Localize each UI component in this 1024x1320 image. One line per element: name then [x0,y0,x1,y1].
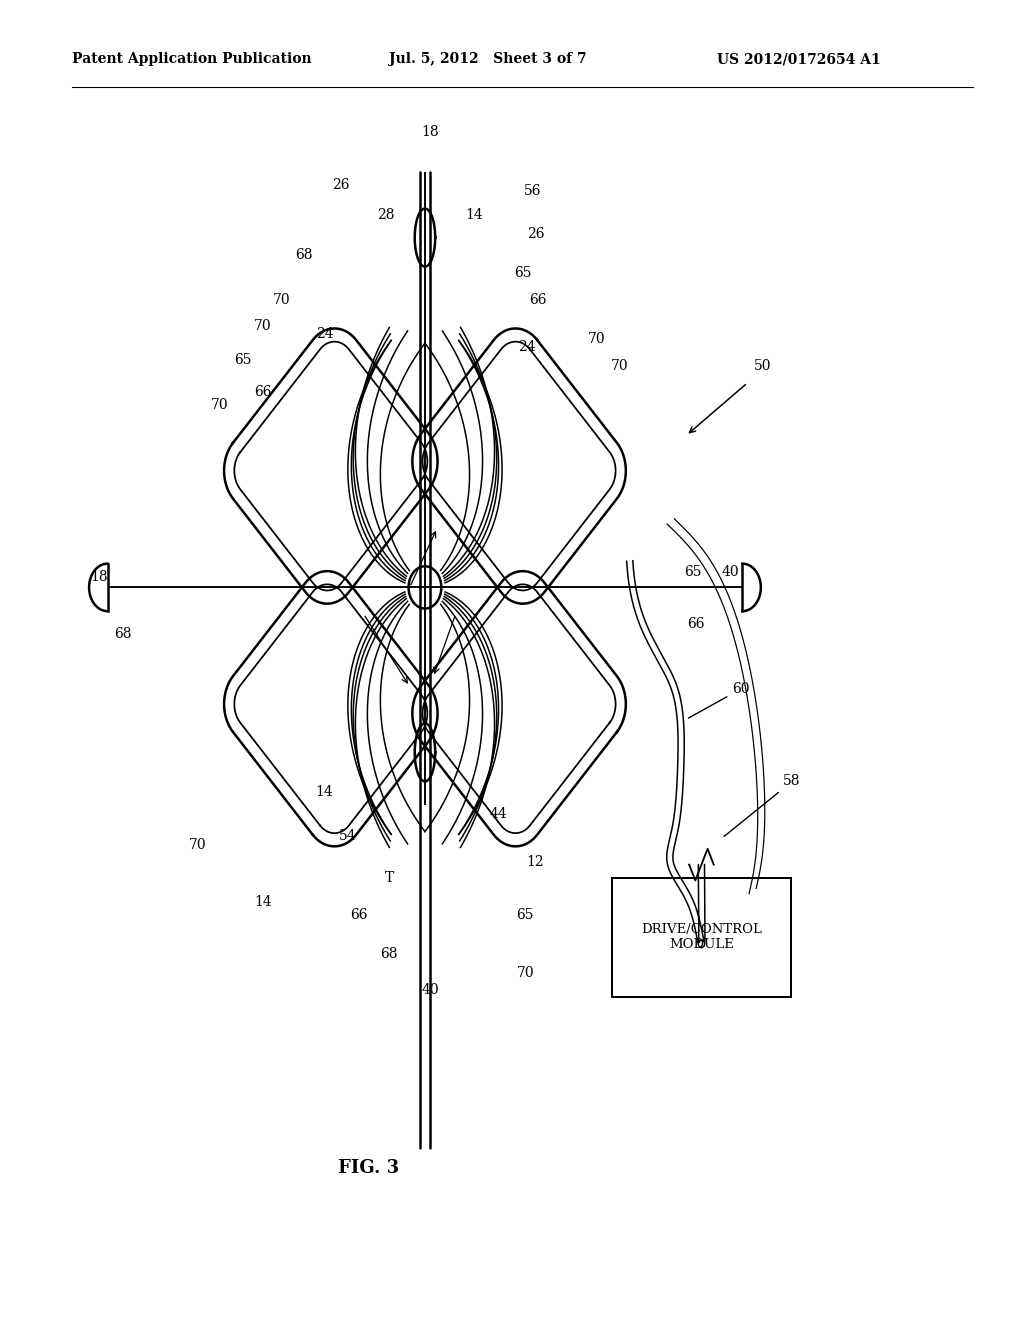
Text: 18: 18 [90,570,109,583]
Text: 26: 26 [332,178,350,191]
Text: 44: 44 [489,808,508,821]
Text: 68: 68 [380,948,398,961]
Text: 70: 70 [272,293,291,306]
Text: 65: 65 [516,908,535,921]
Text: 58: 58 [724,775,801,837]
Text: 14: 14 [315,785,334,799]
Text: 24: 24 [315,327,334,341]
Text: 60: 60 [688,682,750,718]
Text: 66: 66 [687,618,706,631]
Text: 70: 70 [211,399,229,412]
Text: 68: 68 [114,627,132,640]
Text: 66: 66 [254,385,272,399]
Text: Patent Application Publication: Patent Application Publication [72,53,311,66]
Text: 14: 14 [465,209,483,222]
Text: 28: 28 [377,209,395,222]
Text: 70: 70 [188,838,207,851]
Text: 66: 66 [349,908,368,921]
Text: 70: 70 [516,966,535,979]
Text: 54: 54 [339,829,357,842]
Text: US 2012/0172654 A1: US 2012/0172654 A1 [717,53,881,66]
Text: FIG. 3: FIG. 3 [338,1159,399,1177]
Text: Jul. 5, 2012   Sheet 3 of 7: Jul. 5, 2012 Sheet 3 of 7 [389,53,587,66]
Text: 65: 65 [684,565,702,578]
Text: 12: 12 [526,855,545,869]
Text: 70: 70 [254,319,272,333]
Text: 66: 66 [528,293,547,306]
Text: 65: 65 [514,267,532,280]
Text: 18: 18 [421,125,439,139]
Text: 26: 26 [526,227,545,240]
Text: 68: 68 [295,248,313,261]
Text: DRIVE/CONTROL
MODULE: DRIVE/CONTROL MODULE [641,923,762,952]
Text: 14: 14 [254,895,272,908]
Text: 70: 70 [610,359,629,372]
Text: 40: 40 [721,565,739,578]
Text: 70: 70 [588,333,606,346]
Text: 50: 50 [754,359,772,372]
Text: 24: 24 [518,341,537,354]
Text: T: T [384,871,394,884]
Text: 65: 65 [233,354,252,367]
Text: 40: 40 [421,983,439,997]
Text: 56: 56 [523,185,542,198]
